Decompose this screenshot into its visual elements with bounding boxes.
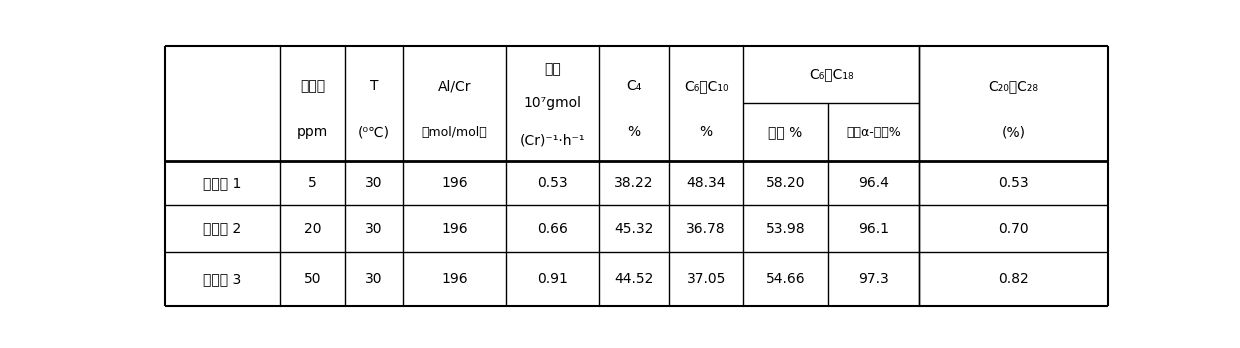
Text: （mol/mol）: （mol/mol）: [422, 126, 487, 139]
Text: 水含量: 水含量: [300, 79, 325, 93]
Text: ppm: ppm: [296, 125, 329, 139]
Text: C₄: C₄: [626, 79, 642, 93]
Text: 实施例 1: 实施例 1: [203, 176, 242, 190]
Text: 0.53: 0.53: [998, 176, 1029, 190]
Text: 30: 30: [366, 222, 383, 236]
Text: (Cr)⁻¹·h⁻¹: (Cr)⁻¹·h⁻¹: [520, 133, 585, 147]
Text: 54.66: 54.66: [765, 272, 805, 286]
Text: 0.53: 0.53: [537, 176, 568, 190]
Text: 96.1: 96.1: [858, 222, 889, 236]
Text: 44.52: 44.52: [614, 272, 653, 286]
Text: 0.91: 0.91: [537, 272, 568, 286]
Text: %: %: [627, 125, 641, 139]
Text: 58.20: 58.20: [765, 176, 805, 190]
Text: 0.82: 0.82: [998, 272, 1029, 286]
Text: 0.66: 0.66: [537, 222, 568, 236]
Text: 30: 30: [366, 272, 383, 286]
Text: 45.32: 45.32: [614, 222, 653, 236]
Text: C₂₀～C₂₈: C₂₀～C₂₈: [988, 79, 1039, 93]
Text: Al/Cr: Al/Cr: [438, 79, 471, 93]
Text: 5: 5: [309, 176, 317, 190]
Text: 196: 196: [441, 176, 467, 190]
Text: C₆～C₁₀: C₆～C₁₀: [684, 79, 728, 93]
Text: 活性: 活性: [544, 62, 560, 76]
Text: %: %: [699, 125, 713, 139]
Text: 97.3: 97.3: [858, 272, 889, 286]
Text: 实施例 2: 实施例 2: [203, 222, 242, 236]
Text: 30: 30: [366, 176, 383, 190]
Text: 196: 196: [441, 272, 467, 286]
Text: 10⁷gmol: 10⁷gmol: [523, 96, 582, 110]
Text: 0.70: 0.70: [998, 222, 1029, 236]
Text: 20: 20: [304, 222, 321, 236]
Text: T: T: [370, 79, 378, 93]
Text: 38.22: 38.22: [614, 176, 653, 190]
Text: 53.98: 53.98: [765, 222, 805, 236]
Text: 48.34: 48.34: [687, 176, 725, 190]
Text: (⁰℃): (⁰℃): [358, 125, 391, 139]
Text: 96.4: 96.4: [858, 176, 889, 190]
Text: (%): (%): [1002, 125, 1025, 139]
Text: 实施例 3: 实施例 3: [203, 272, 242, 286]
Text: 36.78: 36.78: [686, 222, 725, 236]
Text: C₆～C₁₈: C₆～C₁₈: [808, 68, 853, 81]
Text: 含量 %: 含量 %: [769, 125, 802, 139]
Text: 196: 196: [441, 222, 467, 236]
Text: 37.05: 37.05: [687, 272, 725, 286]
Text: 线性α-烯烂%: 线性α-烯烂%: [846, 126, 900, 139]
Text: 50: 50: [304, 272, 321, 286]
